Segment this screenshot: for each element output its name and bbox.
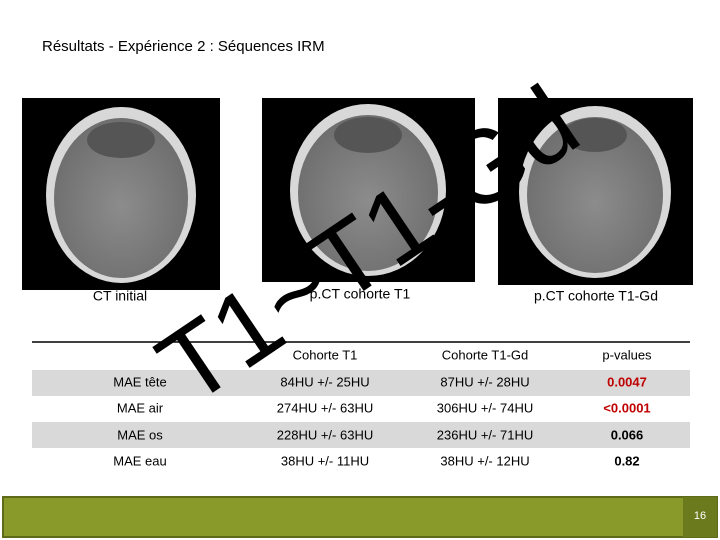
table-cell: 274HU +/- 63HU bbox=[277, 400, 373, 415]
page-number: 16 bbox=[694, 510, 706, 522]
ct-image bbox=[262, 98, 475, 282]
slide-title: Résultats - Expérience 2 : Séquences IRM bbox=[42, 38, 325, 55]
footer: 16 bbox=[2, 496, 718, 538]
table-cell: 0.82 bbox=[614, 453, 639, 468]
row-label: MAE eau bbox=[113, 453, 166, 468]
row-band bbox=[32, 422, 690, 448]
table-cell: 38HU +/- 11HU bbox=[281, 453, 369, 468]
table-cell: 228HU +/- 63HU bbox=[277, 427, 373, 442]
row-band bbox=[32, 370, 690, 396]
image-caption: p.CT cohorte T1-Gd bbox=[534, 288, 658, 304]
column-header: p-values bbox=[602, 347, 652, 362]
results-table: Cohorte T1 Cohorte T1-Gd p-values MAE tête 8… bbox=[32, 341, 690, 468]
column-header: Cohorte T1 bbox=[293, 347, 358, 362]
table-cell: 84HU +/- 25HU bbox=[280, 374, 369, 389]
table-cell: 0.066 bbox=[611, 427, 644, 442]
table-cell: <0.0001 bbox=[603, 400, 650, 415]
image-caption: CT initial bbox=[93, 288, 147, 304]
table-cell: 87HU +/- 28HU bbox=[440, 374, 529, 389]
row-label: MAE air bbox=[117, 400, 164, 415]
row-label: MAE os bbox=[117, 427, 163, 442]
table-cell: 236HU +/- 71HU bbox=[437, 427, 533, 442]
table-cell: 38HU +/- 12HU bbox=[440, 453, 529, 468]
row-label: MAE tête bbox=[113, 374, 166, 389]
image-caption: p.CT cohorte T1 bbox=[310, 286, 411, 302]
ct-image bbox=[498, 98, 693, 285]
table-cell: 0.0047 bbox=[607, 374, 647, 389]
table-cell: 306HU +/- 74HU bbox=[437, 400, 533, 415]
ct-image bbox=[22, 98, 220, 290]
column-header: Cohorte T1-Gd bbox=[442, 347, 528, 362]
